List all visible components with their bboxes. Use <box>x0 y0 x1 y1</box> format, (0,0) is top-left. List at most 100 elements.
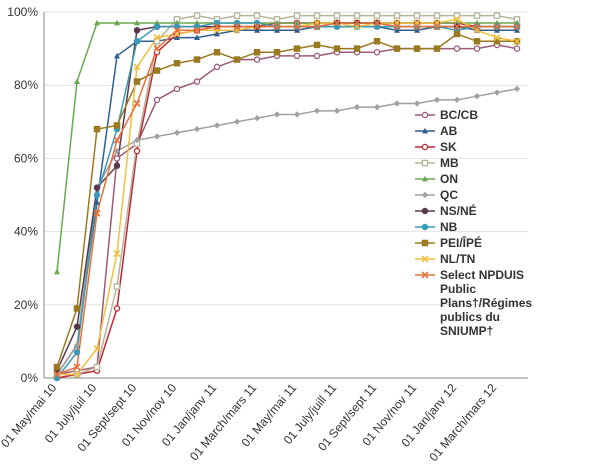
marker <box>133 63 141 71</box>
marker <box>233 23 241 31</box>
marker <box>174 129 180 136</box>
marker <box>93 209 101 217</box>
marker <box>513 37 521 45</box>
marker <box>153 45 161 53</box>
legend: BC/CB AB SK MB ON QC NS/NÉ NB PEI/ÎPÉ NL/TN Select… <box>414 108 532 340</box>
marker <box>333 45 341 52</box>
legend-swatch <box>415 191 435 199</box>
marker <box>313 23 321 31</box>
marker <box>421 255 429 263</box>
marker <box>422 191 428 199</box>
marker <box>154 133 160 140</box>
marker <box>73 305 81 312</box>
legend-item: AB <box>414 124 524 138</box>
marker <box>373 49 381 56</box>
marker <box>421 239 429 247</box>
marker <box>421 271 429 279</box>
marker <box>414 27 420 33</box>
marker <box>113 249 121 258</box>
marker <box>214 30 220 37</box>
marker <box>473 12 481 19</box>
y-tick-label: 80% <box>14 78 38 92</box>
legend-swatch <box>415 159 435 167</box>
marker <box>274 27 280 33</box>
marker <box>173 85 181 93</box>
marker <box>93 363 101 371</box>
legend-swatch <box>415 207 435 215</box>
legend-swatch <box>415 239 435 247</box>
marker <box>194 125 200 133</box>
y-tick-label: 60% <box>14 151 38 165</box>
legend-item: PEI/ÎPÉ <box>414 236 524 250</box>
marker <box>253 49 261 56</box>
marker <box>294 111 300 118</box>
marker <box>134 19 140 26</box>
marker <box>514 27 520 33</box>
series-line <box>56 44 518 376</box>
legend-label: NS/NÉ <box>440 204 477 218</box>
legend-item: Select NPDUIS Public Plans†/Régimes publ… <box>414 268 532 338</box>
marker <box>453 23 461 31</box>
marker <box>233 12 241 19</box>
marker <box>294 27 300 33</box>
marker <box>413 12 421 19</box>
legend-label: NB <box>440 220 458 234</box>
marker <box>93 345 101 353</box>
marker <box>473 45 481 52</box>
legend-label: AB <box>440 124 458 138</box>
marker <box>394 100 400 107</box>
marker <box>113 136 121 144</box>
legend-item: SK <box>414 140 524 154</box>
marker <box>453 15 461 23</box>
legend-item: NS/NÉ <box>414 204 524 218</box>
marker <box>413 45 421 52</box>
marker <box>73 363 81 371</box>
marker <box>113 283 121 290</box>
legend-swatch <box>415 143 435 151</box>
legend-item: QC <box>414 188 524 202</box>
legend-label: SK <box>440 140 457 154</box>
marker <box>133 78 141 85</box>
marker <box>314 107 320 115</box>
marker <box>113 155 121 162</box>
marker <box>473 38 481 45</box>
marker <box>193 26 201 34</box>
legend-label: MB <box>440 156 459 170</box>
marker <box>193 78 201 85</box>
marker <box>421 111 429 119</box>
marker <box>313 52 321 60</box>
marker <box>173 26 181 34</box>
marker <box>214 122 220 129</box>
legend-label: BC/CB <box>440 108 478 122</box>
marker <box>153 67 161 74</box>
marker <box>353 19 361 27</box>
marker <box>73 349 81 356</box>
marker <box>394 27 400 33</box>
marker <box>113 122 121 129</box>
marker <box>454 96 460 104</box>
marker <box>453 45 461 52</box>
marker <box>93 191 101 199</box>
marker <box>94 199 100 205</box>
marker <box>493 34 501 42</box>
marker <box>253 23 261 31</box>
marker <box>213 63 221 71</box>
marker <box>93 125 101 133</box>
marker <box>413 23 421 31</box>
legend-swatch <box>415 271 435 279</box>
marker <box>173 59 181 67</box>
legend-label: Select NPDUIS Public Plans†/Régimes publ… <box>440 268 533 338</box>
marker <box>53 370 61 378</box>
marker <box>421 223 429 231</box>
marker <box>313 12 321 19</box>
legend-swatch <box>415 175 435 182</box>
marker <box>373 19 381 27</box>
marker <box>53 363 61 371</box>
marker <box>133 38 141 45</box>
marker <box>493 12 501 19</box>
legend-label: QC <box>440 188 458 202</box>
marker <box>94 19 100 26</box>
marker <box>114 147 120 155</box>
marker <box>421 207 429 215</box>
y-tick-label: 0% <box>21 371 39 385</box>
